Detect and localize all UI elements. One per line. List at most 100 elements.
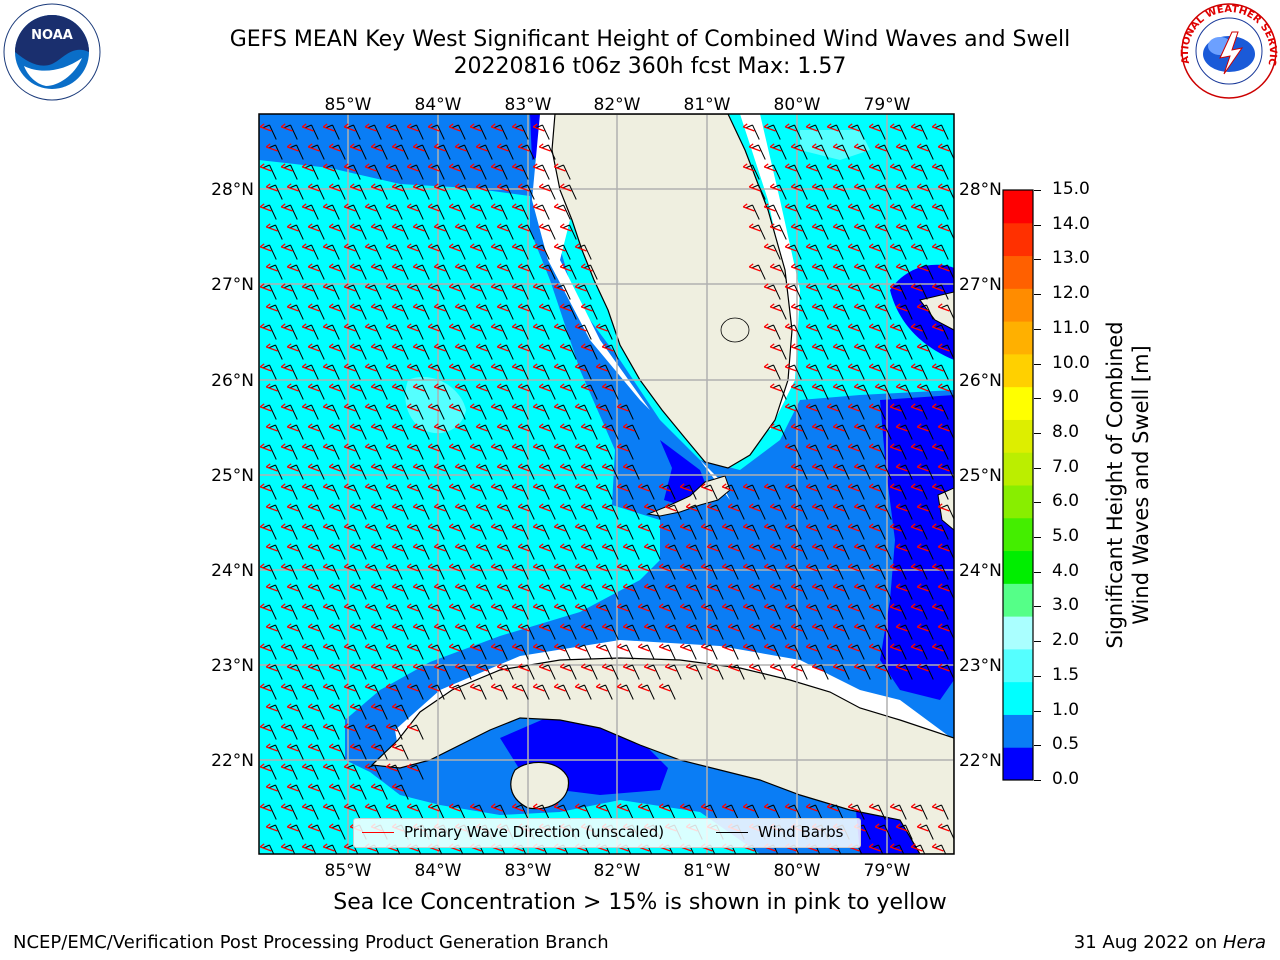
wind-barb xyxy=(437,284,445,300)
wind-barb xyxy=(926,544,934,560)
wave-arrow xyxy=(260,726,272,732)
wind-barb xyxy=(737,584,745,600)
wave-arrow-head xyxy=(931,403,937,408)
wave-arrow-head xyxy=(349,663,355,668)
wind-barb xyxy=(443,264,451,280)
wave-arrow-head xyxy=(595,483,601,488)
wave-arrow-head xyxy=(475,183,481,188)
wave-arrow xyxy=(617,526,629,532)
wind-barb xyxy=(920,204,928,220)
wave-arrow xyxy=(896,626,908,632)
wave-arrow-head xyxy=(328,303,334,308)
wave-arrow xyxy=(365,766,377,772)
wave-arrow-head xyxy=(307,823,313,828)
wind-barb xyxy=(458,644,466,660)
wind-barb xyxy=(275,824,283,840)
wind-barb xyxy=(506,464,514,480)
wave-arrow xyxy=(623,426,635,432)
wave-arrow-head xyxy=(643,543,649,548)
wave-arrow xyxy=(827,286,839,292)
colorbar-segment xyxy=(1003,681,1033,715)
wave-arrow-head xyxy=(763,803,769,808)
wave-arrow xyxy=(371,266,383,272)
wave-arrow-head xyxy=(280,123,286,128)
wave-arrow xyxy=(266,266,278,272)
wind-barb xyxy=(668,524,676,540)
wave-arrow-head xyxy=(328,383,334,388)
wind-barb xyxy=(437,404,445,420)
wave-arrow-head xyxy=(475,583,481,588)
wind-barb xyxy=(569,584,577,600)
wave-arrow-head xyxy=(454,263,460,268)
wave-arrow-head xyxy=(328,143,334,148)
wind-barb xyxy=(527,424,535,440)
wind-barb xyxy=(485,344,493,360)
wind-barb xyxy=(842,384,850,400)
wave-arrow xyxy=(749,546,761,552)
wave-arrow xyxy=(344,246,356,252)
wave-arrow-head xyxy=(790,343,796,348)
wind-barb xyxy=(443,464,451,480)
wave-arrow-head xyxy=(259,683,265,688)
wave-arrow-head xyxy=(826,523,832,528)
wave-arrow xyxy=(554,606,566,612)
wave-arrow xyxy=(770,426,782,432)
wave-arrow xyxy=(854,146,866,152)
wave-arrow-head xyxy=(259,483,265,488)
wave-arrow-head xyxy=(286,743,292,748)
wind-barb xyxy=(947,824,954,840)
wave-arrow xyxy=(890,406,902,412)
wave-arrow-head xyxy=(433,663,439,668)
wave-arrow-head xyxy=(769,583,775,588)
wind-barb xyxy=(626,804,634,820)
wave-arrow-head xyxy=(763,523,769,528)
wind-barb xyxy=(674,544,682,560)
wave-arrow-head xyxy=(790,583,796,588)
wind-barb xyxy=(416,164,424,180)
wave-arrow xyxy=(428,566,440,572)
wave-arrow xyxy=(512,566,524,572)
wave-arrow-head xyxy=(343,603,349,608)
wave-arrow-head xyxy=(265,463,271,468)
wave-arrow xyxy=(392,746,404,752)
wind-barb xyxy=(506,384,514,400)
wave-arrow xyxy=(770,386,782,392)
wave-arrow-head xyxy=(301,123,307,128)
footer-host: Hera xyxy=(1222,932,1266,953)
wind-barb xyxy=(605,804,613,820)
wind-barb xyxy=(500,364,508,380)
wind-barb xyxy=(905,264,913,280)
wind-barb xyxy=(338,384,346,400)
wave-arrow-head xyxy=(895,543,901,548)
wind-barb xyxy=(317,184,325,200)
wave-arrow-head xyxy=(706,503,712,508)
wave-arrow-head xyxy=(469,483,475,488)
wave-arrow-head xyxy=(748,143,754,148)
wave-arrow-head xyxy=(847,643,853,648)
wave-arrow xyxy=(512,126,524,132)
wind-barb xyxy=(527,544,535,560)
wave-arrow xyxy=(890,206,902,212)
wind-barb xyxy=(920,404,928,420)
wind-barb xyxy=(884,664,892,680)
wave-arrow-head xyxy=(532,443,538,448)
wave-arrow xyxy=(287,506,299,512)
wave-arrow-head xyxy=(727,623,733,628)
wave-arrow-head xyxy=(343,123,349,128)
colorbar-tick: 2.0 xyxy=(1052,630,1080,651)
wind-barb xyxy=(296,704,304,720)
wind-barb xyxy=(464,224,472,240)
wind-barb xyxy=(353,164,361,180)
wind-barb xyxy=(416,764,424,780)
wave-arrow xyxy=(470,566,482,572)
wave-arrow-head xyxy=(805,483,811,488)
wave-arrow-head xyxy=(391,383,397,388)
wind-barb xyxy=(821,224,829,240)
wave-arrow-head xyxy=(391,743,397,748)
wave-arrow xyxy=(413,186,425,192)
wind-barb xyxy=(569,304,577,320)
wave-arrow-head xyxy=(259,723,265,728)
wave-arrow-head xyxy=(511,683,517,688)
wind-barb xyxy=(275,624,283,640)
wind-barb xyxy=(395,604,403,620)
